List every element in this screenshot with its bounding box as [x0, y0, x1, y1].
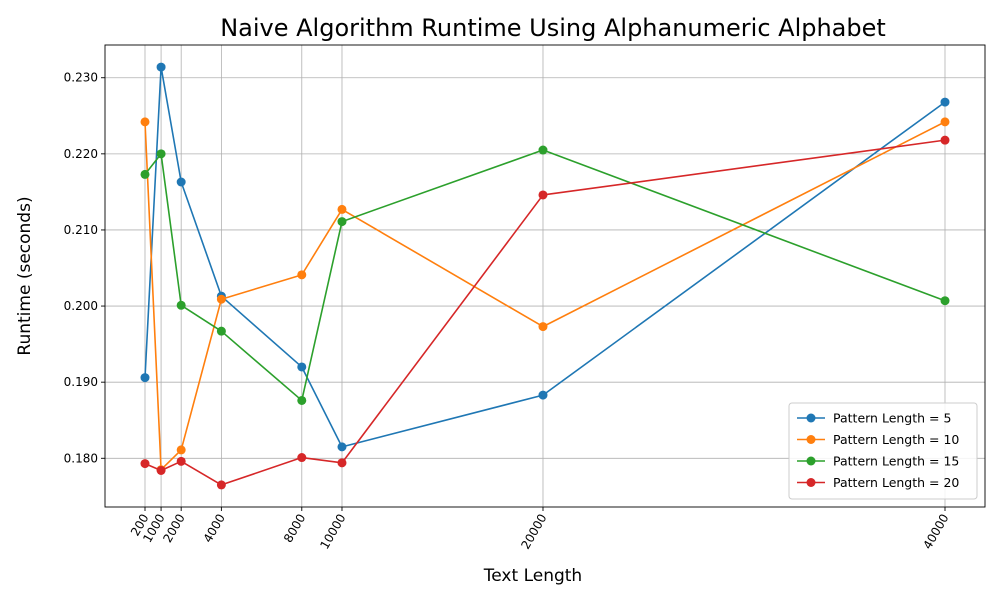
data-point: [337, 217, 347, 227]
series-1: [140, 62, 950, 452]
data-point: [337, 458, 347, 468]
legend-label: Pattern Length = 20: [833, 475, 959, 490]
data-point: [538, 322, 548, 332]
series-line: [144, 66, 946, 448]
legend-item: Pattern Length = 5: [797, 411, 951, 426]
data-point: [297, 270, 307, 280]
series-line: [144, 149, 946, 402]
data-point: [940, 97, 950, 107]
legend-label: Pattern Length = 10: [833, 432, 959, 447]
data-point: [538, 190, 548, 200]
series-3: [140, 145, 950, 405]
chart-title: Naive Algorithm Runtime Using Alphanumer…: [220, 14, 886, 42]
data-point: [216, 480, 226, 490]
data-point: [940, 117, 950, 127]
data-point: [297, 395, 307, 405]
legend-item: Pattern Length = 15: [797, 454, 959, 469]
data-point: [297, 453, 307, 463]
data-point: [140, 459, 150, 469]
legend-marker: [806, 413, 816, 423]
data-point: [337, 442, 347, 452]
data-point: [940, 135, 950, 145]
legend-item: Pattern Length = 20: [797, 475, 959, 490]
legend: Pattern Length = 5 Pattern Length = 10 Pat…: [788, 402, 978, 500]
legend-marker: [806, 435, 816, 444]
series-2: [140, 117, 950, 475]
data-point: [140, 373, 150, 383]
x-axis-label: Text Length: [483, 566, 582, 586]
legend-label: Pattern Length = 15: [833, 454, 959, 469]
y-tick-label: 0.180: [64, 451, 98, 465]
legend-marker: [806, 478, 816, 487]
y-tick-label: 0.220: [64, 147, 98, 161]
x-tick-label: 2000: [160, 512, 187, 545]
y-tick-label: 0.230: [64, 71, 98, 85]
y-tick-label: 0.200: [64, 299, 98, 313]
y-tick-label: 0.190: [64, 375, 98, 389]
legend-label: Pattern Length = 5: [833, 411, 951, 426]
y-axis-label: Runtime (seconds): [15, 196, 35, 355]
data-point: [216, 294, 226, 304]
data-point: [156, 149, 166, 159]
data-point: [156, 465, 166, 475]
data-point: [140, 169, 150, 179]
data-point: [176, 300, 186, 310]
plot-frame: [104, 44, 986, 508]
series-line: [144, 121, 946, 471]
data-point: [140, 117, 150, 127]
series-layer: [140, 62, 950, 490]
data-point: [538, 145, 548, 155]
data-point: [156, 62, 166, 72]
data-point: [176, 177, 186, 187]
x-tick-label: 10000: [317, 512, 348, 552]
legend-marker: [806, 456, 816, 466]
data-point: [940, 296, 950, 306]
data-point: [176, 445, 186, 455]
x-tick-label: 4000: [201, 512, 228, 545]
data-point: [538, 390, 548, 400]
legend-item: Pattern Length = 10: [797, 432, 959, 447]
data-point: [297, 362, 307, 372]
y-tick-label: 0.210: [64, 223, 98, 237]
x-tick-label: 20000: [518, 512, 549, 552]
data-point: [176, 456, 186, 466]
data-point: [337, 204, 347, 214]
x-tick-label: 40000: [920, 512, 951, 552]
data-point: [216, 326, 226, 336]
x-tick-label: 8000: [281, 512, 308, 545]
legend-box: [788, 402, 978, 500]
series-4: [140, 135, 950, 490]
